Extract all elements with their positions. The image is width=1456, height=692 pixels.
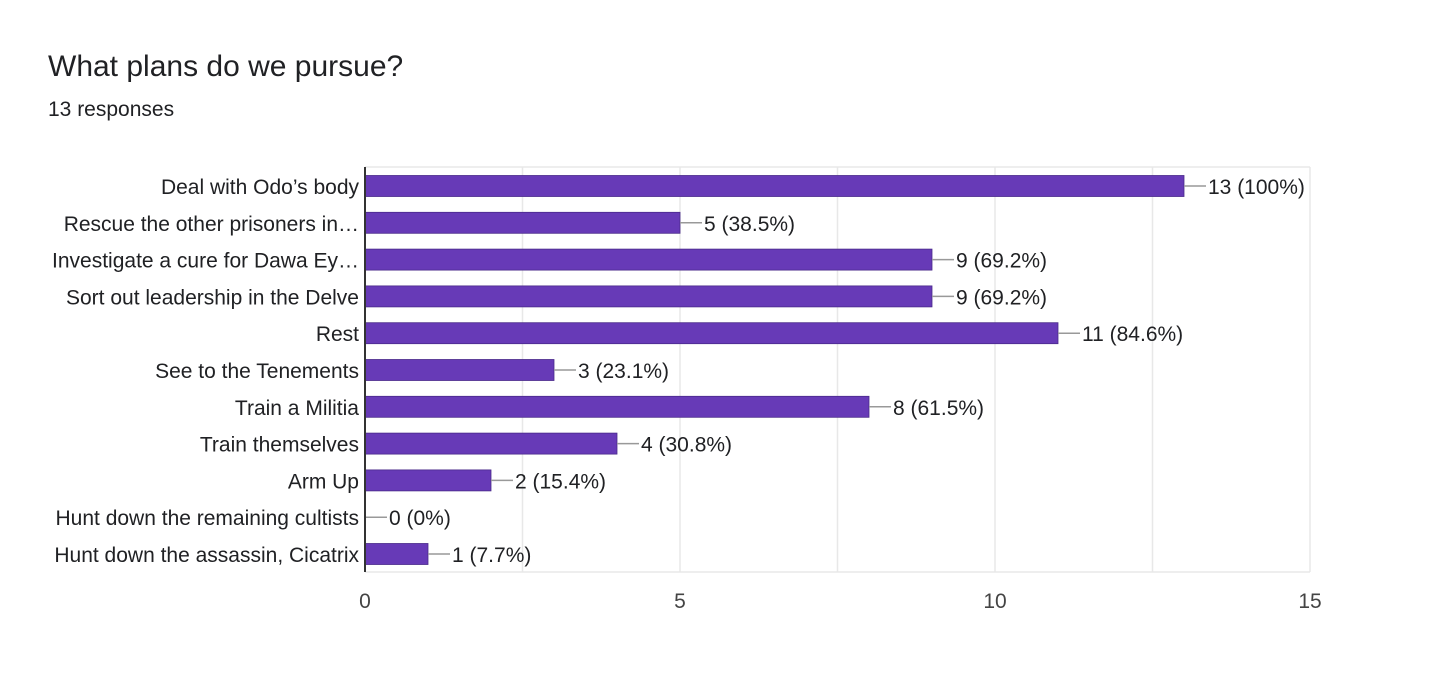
category-label: See to the Tenements [155,360,359,383]
data-label: 9 (69.2%) [956,250,1047,273]
x-tick-label: 10 [983,590,1006,613]
data-label: 1 (7.7%) [452,544,531,567]
response-count: 13 responses [48,98,175,121]
x-tick-label: 15 [1298,590,1321,613]
data-label: 2 (15.4%) [515,470,606,493]
data-label: 11 (84.6%) [1082,323,1183,346]
bar [364,175,1185,197]
bar [364,248,933,271]
data-label: 13 (100%) [1208,176,1305,199]
category-label: Rescue the other prisoners in… [64,213,359,236]
category-label: Train themselves [200,434,359,457]
category-label: Rest [316,323,359,346]
bar [364,469,492,492]
data-label: 5 (38.5%) [704,213,795,236]
bar [364,432,618,455]
data-label: 4 (30.8%) [641,434,732,457]
bar [364,211,681,234]
category-label: Investigate a cure for Dawa Ey… [52,250,359,273]
category-label: Deal with Odo’s body [161,176,360,199]
category-label: Hunt down the assassin, Cicatrix [54,544,359,567]
category-label: Train a Militia [235,397,359,420]
data-label: 8 (61.5%) [893,397,984,420]
category-label: Hunt down the remaining cultists [56,507,360,530]
data-label: 3 (23.1%) [578,360,669,383]
data-label: 0 (0%) [389,507,451,530]
bar [364,543,429,565]
category-label: Sort out leadership in the Delve [66,286,359,309]
chart-title: What plans do we pursue? [48,50,404,83]
x-tick-label: 5 [674,590,686,613]
data-label: 9 (69.2%) [956,286,1047,309]
x-tick-label: 0 [359,590,371,613]
bar [364,395,870,418]
bar [364,322,1059,345]
category-label: Arm Up [288,470,359,493]
bar [364,359,555,381]
bar [364,285,933,308]
